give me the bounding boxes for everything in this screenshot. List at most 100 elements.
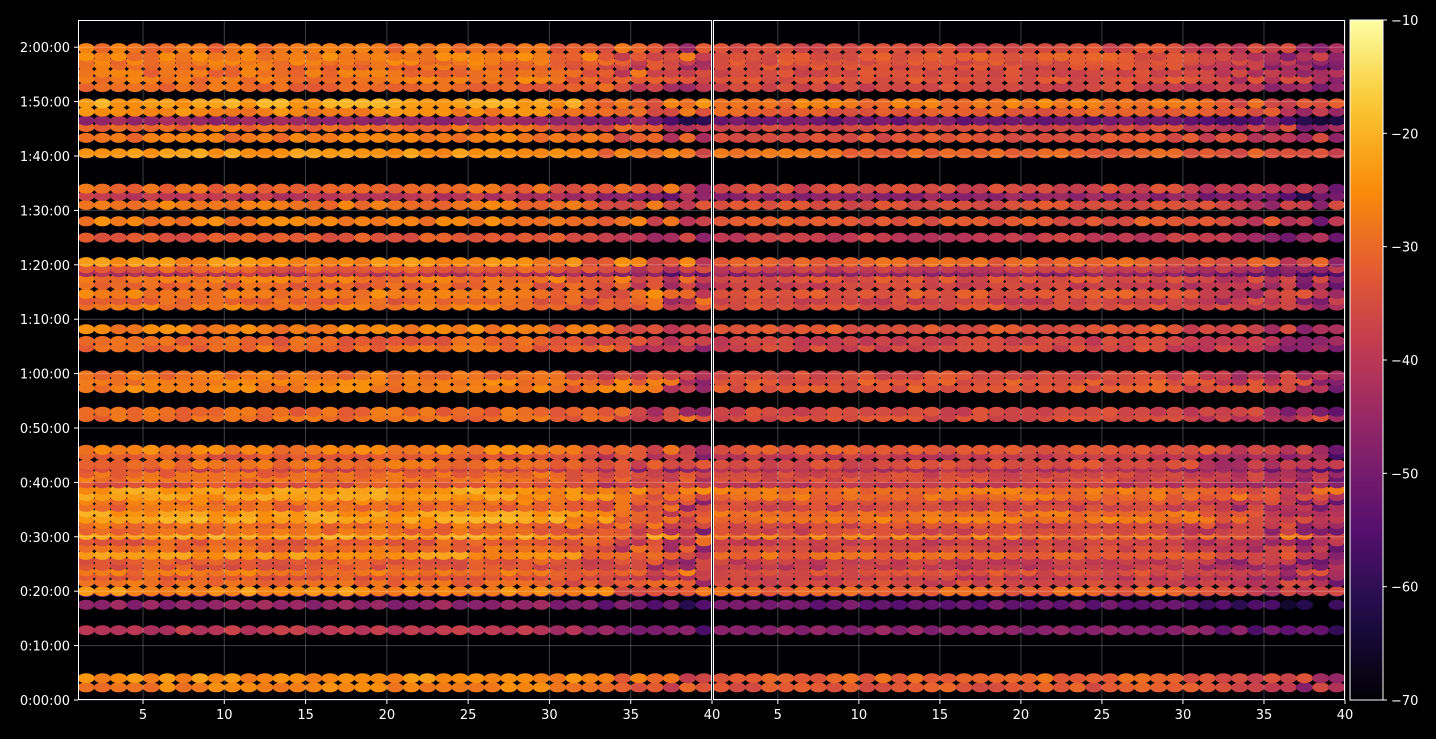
heatmap-cell xyxy=(1150,183,1168,194)
heatmap-cell xyxy=(467,625,485,636)
heatmap-cell xyxy=(695,549,712,560)
heatmap-cell xyxy=(662,43,680,54)
heatmap-cell xyxy=(1166,257,1184,268)
heatmap-cell xyxy=(1182,67,1200,78)
heatmap-cell xyxy=(1247,190,1265,201)
heatmap-cell xyxy=(402,406,420,417)
heatmap-cell xyxy=(126,549,144,560)
heatmap-cell xyxy=(240,190,258,201)
heatmap-cell xyxy=(1215,232,1232,243)
heatmap-cell xyxy=(207,216,225,227)
heatmap-cell xyxy=(223,324,241,335)
heatmap-cell xyxy=(1085,67,1103,78)
heatmap-cell xyxy=(1020,459,1038,470)
heatmap-cell xyxy=(1020,183,1038,194)
heatmap-cell xyxy=(1101,132,1119,143)
heatmap-cell xyxy=(646,67,664,78)
heatmap-cell xyxy=(142,444,160,455)
heatmap-cell xyxy=(874,82,892,93)
heatmap-cell xyxy=(1312,190,1330,201)
heatmap-cell xyxy=(1263,599,1281,610)
heatmap-cell xyxy=(858,190,876,201)
heatmap-cell xyxy=(777,132,795,143)
heatmap-cell xyxy=(1020,98,1038,109)
heatmap-cell xyxy=(597,67,615,78)
heatmap-cell xyxy=(1296,625,1313,636)
heatmap-cell xyxy=(614,200,632,210)
heatmap-cell xyxy=(939,190,957,201)
heatmap-cell xyxy=(1247,106,1265,117)
heatmap-cell xyxy=(402,257,420,268)
heatmap-cell xyxy=(614,288,632,299)
heatmap-cell xyxy=(745,106,762,117)
heatmap-cell xyxy=(939,288,957,299)
heatmap-cell xyxy=(1328,232,1345,243)
heatmap-cell xyxy=(842,625,860,636)
heatmap-cell xyxy=(207,200,225,210)
heatmap-cell xyxy=(110,257,128,268)
heatmap-cell xyxy=(842,82,860,93)
heatmap-cell xyxy=(386,257,404,268)
heatmap-cell xyxy=(272,132,290,143)
heatmap-cell xyxy=(1231,444,1249,455)
heatmap-cell xyxy=(923,257,941,268)
heatmap-cell xyxy=(1036,599,1054,610)
heatmap-cell xyxy=(988,406,1006,417)
heatmap-cell xyxy=(614,586,632,597)
heatmap-cell xyxy=(93,682,111,693)
heatmap-cell xyxy=(1198,216,1216,227)
heatmap-cell xyxy=(126,98,144,109)
heatmap-cell xyxy=(1231,115,1249,126)
heatmap-cell xyxy=(272,444,290,455)
heatmap-cell xyxy=(158,586,176,597)
heatmap-cell xyxy=(1312,444,1330,455)
heatmap-cell xyxy=(532,148,550,159)
heatmap-cell xyxy=(695,599,712,610)
heatmap-cell xyxy=(126,257,144,268)
heatmap-cell xyxy=(1117,257,1135,268)
heatmap-cell xyxy=(728,115,746,126)
heatmap-cell xyxy=(93,383,111,394)
heatmap-cell xyxy=(175,200,193,210)
heatmap-cell xyxy=(532,232,550,243)
heatmap-cell xyxy=(1020,599,1038,610)
heatmap-cell xyxy=(451,51,469,62)
heatmap-cell xyxy=(793,115,811,126)
heatmap-cell xyxy=(289,106,306,117)
heatmap-cell xyxy=(1263,67,1281,78)
heatmap-cell xyxy=(500,232,518,243)
heatmap-cell xyxy=(907,67,925,78)
heatmap-cell xyxy=(858,336,876,346)
heatmap-cell xyxy=(451,216,469,227)
heatmap-cell xyxy=(713,190,730,201)
heatmap-cell xyxy=(1117,51,1135,62)
heatmap-cell xyxy=(1052,51,1070,62)
heatmap-cell xyxy=(939,148,957,159)
heatmap-cell xyxy=(630,106,648,117)
heatmap-cell xyxy=(402,232,420,243)
heatmap-cell xyxy=(597,106,615,117)
heatmap-cell xyxy=(223,98,241,109)
heatmap-cell xyxy=(1247,288,1265,299)
heatmap-cell xyxy=(402,383,420,394)
heatmap-cell xyxy=(826,190,843,201)
heatmap-cell xyxy=(923,288,941,299)
heatmap-cell xyxy=(1279,190,1297,201)
heatmap-cell xyxy=(1150,336,1168,346)
heatmap-cell xyxy=(939,599,957,610)
heatmap-cell xyxy=(451,132,469,143)
heatmap-cell xyxy=(419,67,436,78)
heatmap-cell xyxy=(695,216,712,227)
heatmap-cell xyxy=(467,98,485,109)
heatmap-cell xyxy=(809,148,827,159)
heatmap-cell xyxy=(988,190,1006,201)
heatmap-cell xyxy=(1279,549,1297,560)
heatmap-cell xyxy=(1036,106,1054,117)
heatmap-cell xyxy=(971,190,989,201)
heatmap-cell xyxy=(971,586,989,597)
heatmap-cell xyxy=(1101,82,1119,93)
heatmap-cell xyxy=(289,383,306,394)
heatmap-cell xyxy=(955,51,973,62)
heatmap-cell xyxy=(1069,98,1087,109)
heatmap-cell xyxy=(354,383,371,394)
